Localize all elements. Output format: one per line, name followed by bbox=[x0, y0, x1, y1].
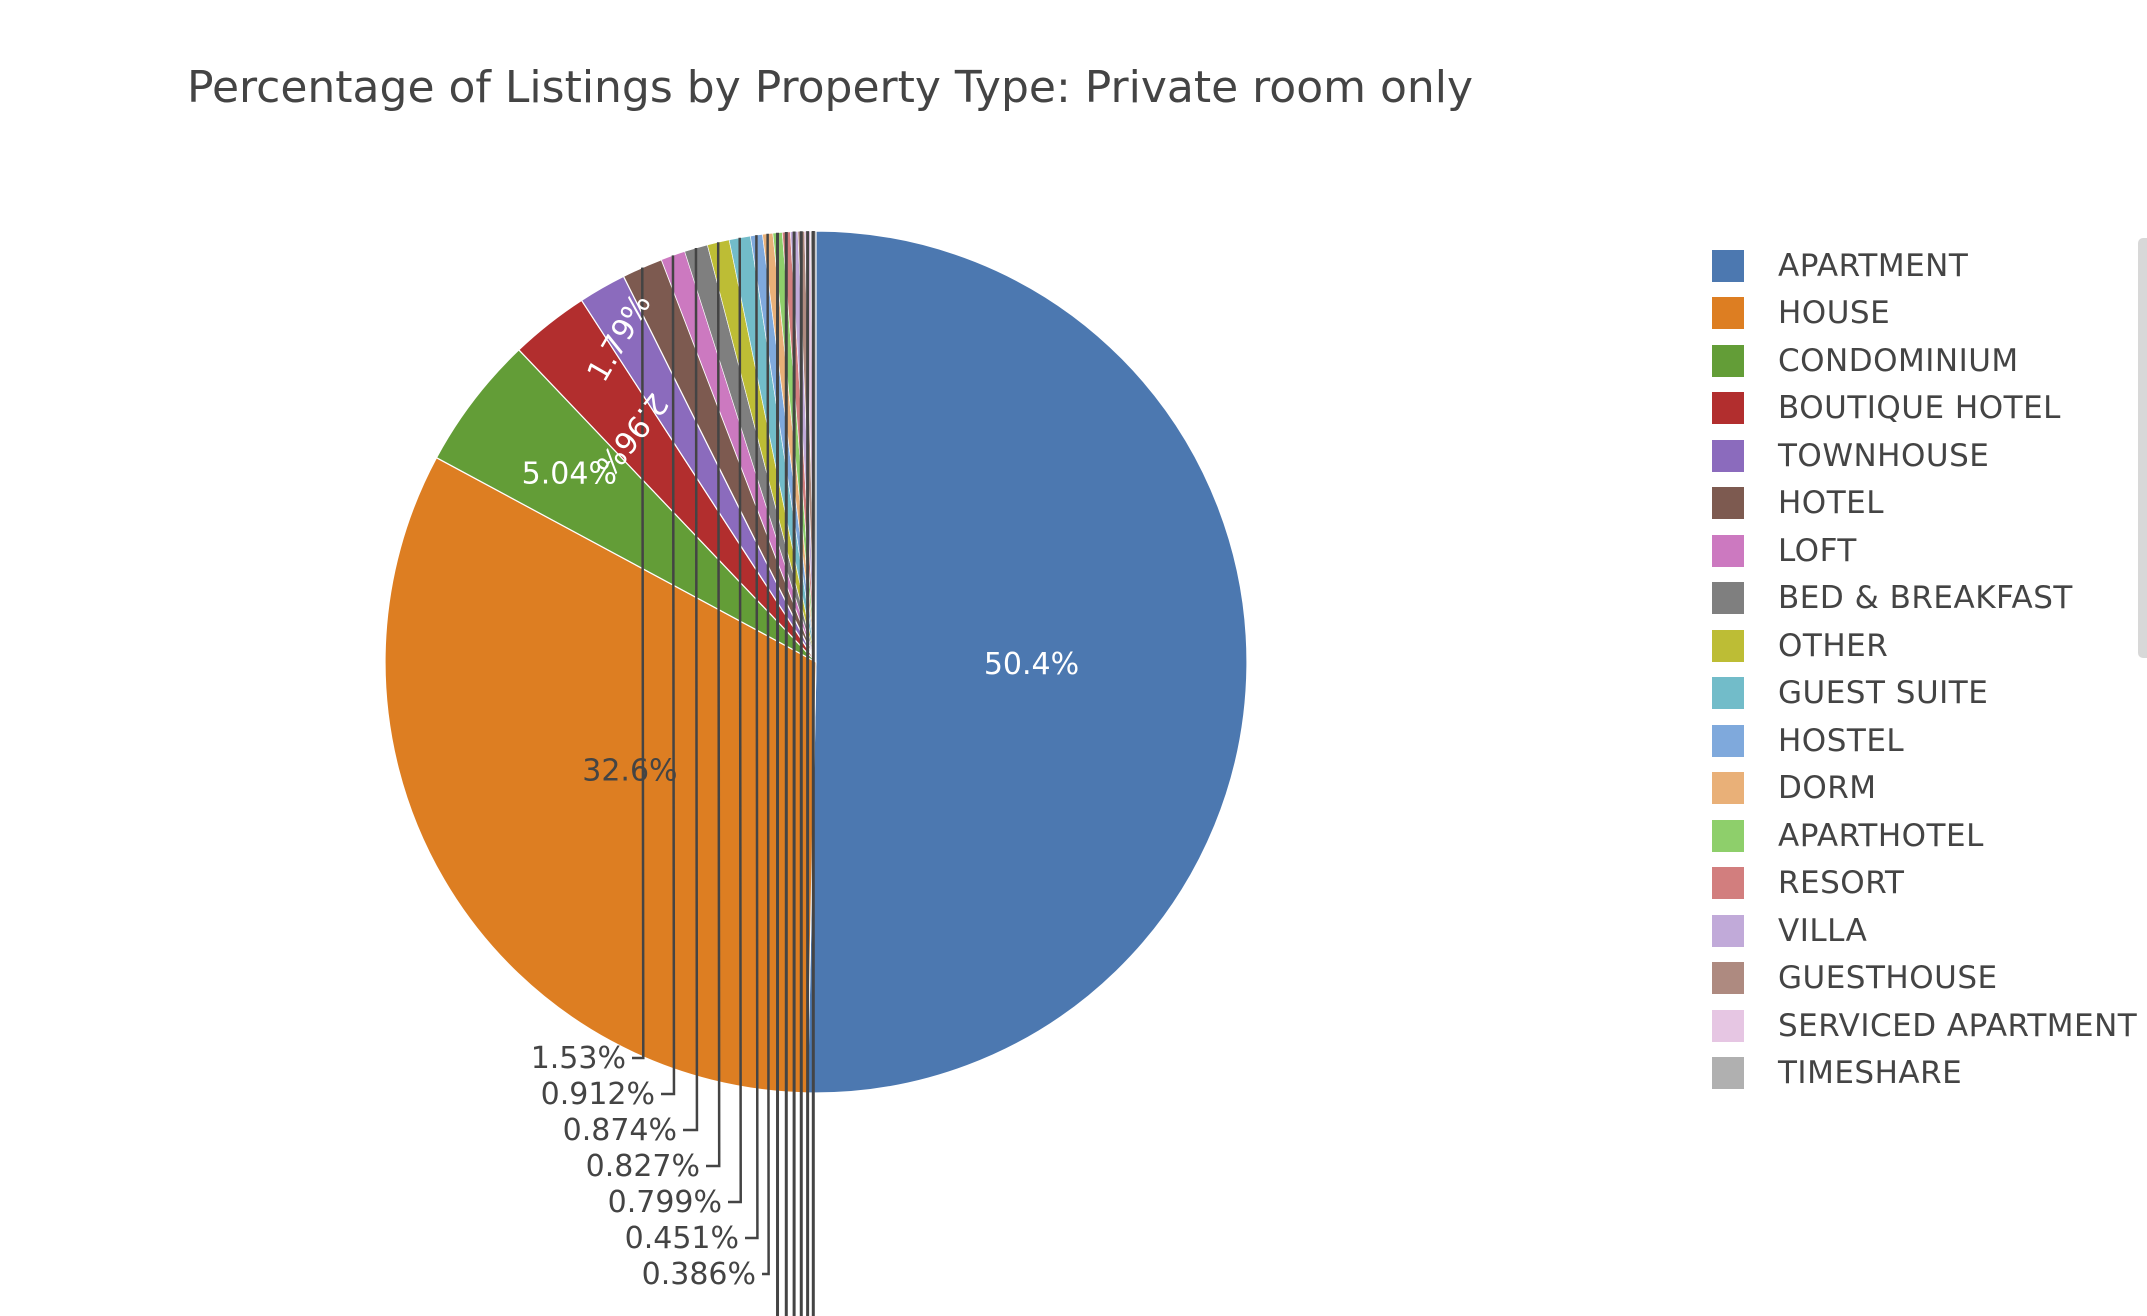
legend-scrollbar[interactable] bbox=[2138, 238, 2147, 658]
leader-line-guest-suite bbox=[728, 237, 742, 1204]
legend-swatch bbox=[1712, 677, 1744, 710]
legend: APARTMENT HOUSE CONDOMINIUM BOUTIQUE HOTEL T… bbox=[1712, 242, 2137, 1097]
legend-label: BED & BREAKFAST bbox=[1778, 580, 2073, 617]
legend-item-loft[interactable]: LOFT bbox=[1712, 527, 2137, 575]
legend-item-aparthotel[interactable]: APARTHOTEL bbox=[1712, 812, 2137, 860]
legend-swatch bbox=[1712, 392, 1744, 425]
leader-line-hostel bbox=[745, 235, 759, 1240]
legend-item-hostel[interactable]: HOSTEL bbox=[1712, 717, 2137, 765]
slice-label-hostel: 0.451% bbox=[625, 1221, 739, 1256]
slice-label-guest-suite: 0.799% bbox=[608, 1185, 722, 1220]
leader-line-dorm bbox=[762, 233, 770, 1276]
legend-label: HOSTEL bbox=[1778, 722, 1905, 759]
slice-apartment[interactable] bbox=[806, 230, 1248, 1094]
legend-label: SERVICED APARTMENT bbox=[1778, 1007, 2138, 1044]
legend-item-dorm[interactable]: DORM bbox=[1712, 765, 2137, 813]
legend-label: TOWNHOUSE bbox=[1778, 437, 1990, 474]
legend-swatch bbox=[1712, 487, 1744, 520]
legend-item-condominium[interactable]: CONDOMINIUM bbox=[1712, 337, 2137, 385]
legend-item-guesthouse[interactable]: GUESTHOUSE bbox=[1712, 955, 2137, 1003]
slice-label-dorm: 0.386% bbox=[642, 1257, 756, 1292]
legend-swatch bbox=[1712, 724, 1744, 757]
legend-swatch bbox=[1712, 772, 1744, 805]
legend-item-villa[interactable]: VILLA bbox=[1712, 907, 2137, 955]
slice-label-condominium: 5.04% bbox=[522, 457, 617, 492]
legend-swatch bbox=[1712, 582, 1744, 615]
legend-label: GUESTHOUSE bbox=[1778, 960, 1998, 997]
legend-label: OTHER bbox=[1778, 627, 1889, 664]
legend-swatch bbox=[1712, 534, 1744, 567]
legend-label: CONDOMINIUM bbox=[1778, 342, 2019, 379]
legend-swatch bbox=[1712, 1009, 1744, 1042]
leader-line-bed-and-breakfast bbox=[683, 248, 699, 1132]
legend-item-house[interactable]: HOUSE bbox=[1712, 290, 2137, 338]
legend-label: VILLA bbox=[1778, 912, 1868, 949]
legend-item-timeshare[interactable]: TIMESHARE bbox=[1712, 1050, 2137, 1098]
legend-swatch bbox=[1712, 1057, 1744, 1090]
legend-label: APARTMENT bbox=[1778, 247, 1969, 284]
legend-item-townhouse[interactable]: TOWNHOUSE bbox=[1712, 432, 2137, 480]
leader-line-hotel bbox=[632, 267, 645, 1060]
legend-swatch bbox=[1712, 914, 1744, 947]
pie-slices bbox=[384, 230, 1248, 1094]
leader-line-other bbox=[706, 242, 721, 1168]
slice-label-apartment: 50.4% bbox=[984, 647, 1079, 682]
legend-swatch bbox=[1712, 819, 1744, 852]
legend-swatch bbox=[1712, 249, 1744, 282]
legend-label: BOUTIQUE HOTEL bbox=[1778, 390, 2061, 427]
leader-line-loft bbox=[661, 255, 676, 1096]
legend-item-other[interactable]: OTHER bbox=[1712, 622, 2137, 670]
slice-label-bed-and-breakfast: 0.874% bbox=[563, 1113, 677, 1148]
legend-item-bed-and-breakfast[interactable]: BED & BREAKFAST bbox=[1712, 575, 2137, 623]
legend-swatch bbox=[1712, 867, 1744, 900]
legend-item-guest-suite[interactable]: GUEST SUITE bbox=[1712, 670, 2137, 718]
legend-label: TIMESHARE bbox=[1778, 1055, 1963, 1092]
legend-label: DORM bbox=[1778, 770, 1877, 807]
slice-label-loft: 0.912% bbox=[541, 1077, 655, 1112]
legend-label: RESORT bbox=[1778, 865, 1905, 902]
legend-item-serviced-apartment[interactable]: SERVICED APARTMENT bbox=[1712, 1002, 2137, 1050]
slice-label-house: 32.6% bbox=[582, 754, 677, 789]
legend-swatch bbox=[1712, 629, 1744, 662]
slice-label-other: 0.827% bbox=[586, 1149, 700, 1184]
legend-item-boutique-hotel[interactable]: BOUTIQUE HOTEL bbox=[1712, 385, 2137, 433]
chart-title: Percentage of Listings by Property Type:… bbox=[187, 62, 1474, 113]
legend-swatch bbox=[1712, 344, 1744, 377]
legend-swatch bbox=[1712, 297, 1744, 330]
slice-house[interactable] bbox=[384, 456, 817, 1094]
legend-label: LOFT bbox=[1778, 532, 1857, 569]
legend-label: APARTHOTEL bbox=[1778, 817, 1984, 854]
legend-item-apartment[interactable]: APARTMENT bbox=[1712, 242, 2137, 290]
legend-swatch bbox=[1712, 962, 1744, 995]
legend-label: GUEST SUITE bbox=[1778, 675, 1989, 712]
legend-label: HOTEL bbox=[1778, 485, 1885, 522]
small-slice-leaders bbox=[632, 231, 815, 1316]
legend-swatch bbox=[1712, 439, 1744, 472]
legend-item-hotel[interactable]: HOTEL bbox=[1712, 480, 2137, 528]
legend-item-resort[interactable]: RESORT bbox=[1712, 860, 2137, 908]
slice-label-hotel: 1.53% bbox=[531, 1041, 626, 1076]
legend-label: HOUSE bbox=[1778, 295, 1891, 332]
